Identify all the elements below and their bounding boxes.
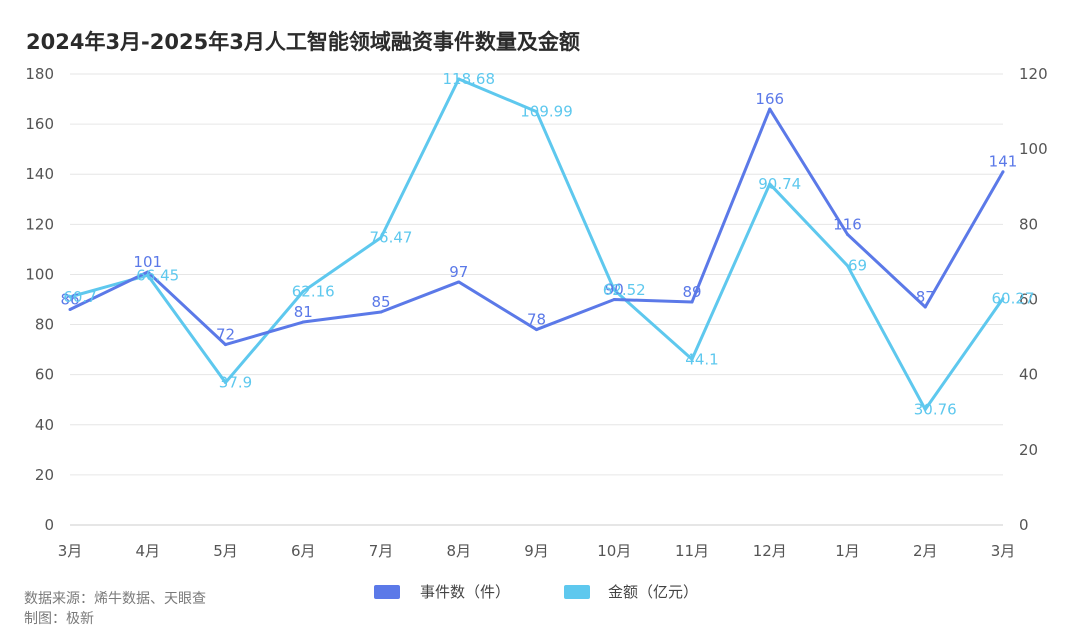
- left-axis-tick-label: 0: [44, 516, 54, 534]
- data-label-amount: 76.47: [370, 229, 413, 247]
- data-source-note: 数据来源：烯牛数据、天眼查: [24, 591, 206, 607]
- data-point-count: [146, 270, 150, 274]
- left-axis-tick-label: 180: [25, 65, 54, 83]
- data-point-count: [612, 298, 616, 301]
- right-axis-tick-label: 0: [1019, 516, 1029, 534]
- data-label-count: 78: [527, 311, 546, 329]
- data-label-count: 72: [216, 326, 235, 344]
- x-axis-tick-label: 6月: [291, 542, 316, 560]
- data-label-amount: 62.16: [292, 282, 335, 300]
- legend-label-count: 事件数（件）: [420, 583, 510, 601]
- data-label-amount: 60.27: [992, 289, 1035, 307]
- data-point-amount: [224, 381, 227, 385]
- left-axis-tick-label: 40: [35, 416, 54, 434]
- data-label-count: 86: [60, 291, 79, 309]
- legend-swatch-amount: [564, 585, 590, 599]
- data-label-amount: 37.9: [219, 374, 252, 392]
- right-axis-tick-label: 40: [1019, 366, 1038, 384]
- left-axis-tick-label: 160: [25, 115, 54, 133]
- data-point-count: [301, 320, 305, 324]
- series-line-amount: [69, 77, 1005, 411]
- x-axis-tick-label: 1月: [835, 542, 860, 560]
- data-point-count: [690, 300, 694, 304]
- data-point-amount: [68, 295, 72, 299]
- data-point-count: [768, 107, 772, 111]
- x-axis-tick-label: 4月: [135, 542, 160, 560]
- legend-swatch-count: [374, 585, 400, 599]
- data-point-count: [379, 310, 383, 314]
- data-label-amount: 44.1: [685, 350, 718, 368]
- left-axis-tick-label: 20: [35, 466, 54, 484]
- data-point-amount: [1001, 296, 1005, 300]
- data-point-count: [1001, 170, 1005, 174]
- data-point-amount: [690, 357, 694, 361]
- legend-label-amount: 金额（亿元）: [608, 583, 698, 601]
- data-label-amount: 109.99: [520, 103, 573, 121]
- left-axis-tick-label: 60: [35, 366, 54, 384]
- data-label-count: 87: [916, 288, 935, 306]
- data-label-count: 141: [989, 153, 1018, 171]
- left-axis-tick-label: 140: [25, 165, 54, 183]
- chart-author-note: 制图：极新: [24, 611, 94, 627]
- right-axis-tick-label: 120: [1019, 65, 1048, 83]
- x-axis-tick-label: 12月: [753, 542, 787, 560]
- data-point-amount: [457, 77, 461, 81]
- right-axis-tick-label: 20: [1019, 441, 1038, 459]
- data-point-amount: [768, 182, 772, 186]
- data-point-amount: [379, 236, 383, 240]
- data-point-count: [68, 308, 72, 312]
- data-label-count: 101: [133, 253, 162, 271]
- data-point-count: [224, 343, 227, 347]
- chart-title: 2024年3月-2025年3月人工智能领域融资事件数量及金额: [26, 30, 580, 54]
- right-axis-tick-label: 80: [1019, 215, 1038, 233]
- left-axis-tick-label: 80: [35, 316, 54, 334]
- x-axis-tick-label: 11月: [675, 542, 709, 560]
- x-axis-tick-label: 9月: [524, 542, 549, 560]
- series-line-count: [69, 107, 1005, 347]
- left-axis-tick-label: 120: [25, 215, 54, 233]
- data-label-amount: 60.7: [63, 288, 96, 306]
- right-axis-tick-label: 100: [1019, 140, 1048, 158]
- data-label-amount: 30.76: [914, 400, 957, 418]
- data-point-amount: [612, 288, 616, 292]
- data-point-count: [457, 280, 461, 284]
- x-axis-tick-label: 7月: [369, 542, 394, 560]
- data-label-count: 166: [755, 90, 784, 108]
- data-label-amount: 118.68: [443, 70, 496, 88]
- x-axis-tick-label: 10月: [597, 542, 631, 560]
- data-point-count: [846, 232, 849, 236]
- data-label-count: 90: [605, 281, 624, 299]
- data-label-amount: 69: [848, 257, 867, 275]
- data-point-amount: [923, 407, 927, 411]
- data-point-amount: [846, 264, 849, 268]
- data-label-amount: 90.74: [758, 175, 801, 193]
- data-point-count: [535, 328, 538, 332]
- data-point-count: [923, 305, 927, 309]
- data-point-amount: [535, 110, 538, 114]
- x-axis-tick-label: 8月: [446, 542, 471, 560]
- data-label-count: 89: [682, 283, 701, 301]
- x-axis-tick-label: 5月: [213, 542, 238, 560]
- x-axis-tick-label: 2月: [913, 542, 938, 560]
- data-label-count: 85: [371, 293, 390, 311]
- x-axis-tick-label: 3月: [58, 542, 83, 560]
- data-label-amount: 66.45: [136, 266, 179, 284]
- data-label-count: 81: [294, 303, 313, 321]
- data-label-amount: 62.52: [603, 281, 646, 299]
- x-axis-tick-label: 3月: [991, 542, 1016, 560]
- left-axis-tick-label: 100: [25, 265, 54, 283]
- data-point-amount: [146, 273, 150, 277]
- right-axis-tick-label: 60: [1019, 291, 1038, 309]
- data-label-count: 116: [833, 215, 862, 233]
- data-point-amount: [301, 289, 305, 293]
- data-label-count: 97: [449, 263, 468, 281]
